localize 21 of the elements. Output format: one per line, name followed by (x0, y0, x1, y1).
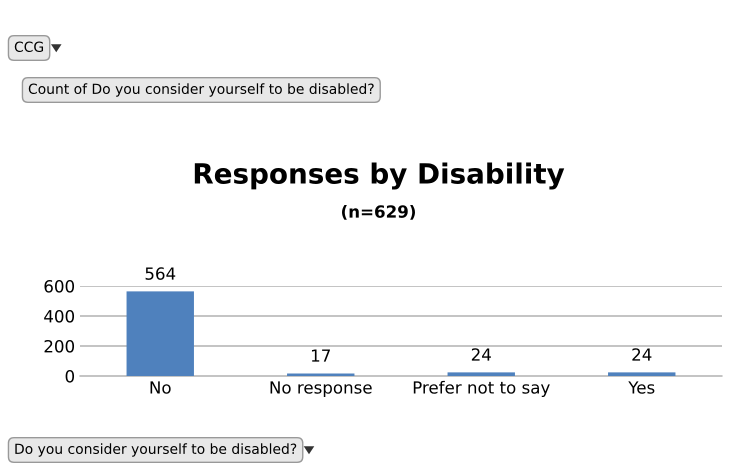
text: Count of Do you consider yourself to be disabled? (28, 83, 374, 97)
chart-title: Responses by Disability (194, 162, 564, 190)
data-label: 24 (472, 348, 491, 361)
x-tick-label: No response (270, 381, 372, 397)
data-label: 564 (146, 267, 176, 280)
y-tick-label: 400 (44, 310, 74, 323)
bar (126, 291, 194, 376)
bar (608, 372, 676, 376)
bar (287, 373, 354, 376)
data-label: 17 (312, 350, 330, 362)
y-tick-label: 0 (66, 370, 74, 383)
x-tick-label: Yes (628, 381, 654, 394)
x-tick-label: No (150, 381, 171, 394)
chart-subtitle: (n=629) (342, 204, 415, 220)
data-label: 24 (632, 348, 652, 361)
text: CCG (14, 42, 44, 52)
bar (448, 372, 515, 376)
y-tick-label: 200 (44, 340, 74, 353)
text: Do you consider yourself to be disabled? (15, 443, 296, 457)
y-tick-label: 600 (44, 280, 74, 293)
x-tick-label: Prefer not to say (414, 380, 550, 397)
